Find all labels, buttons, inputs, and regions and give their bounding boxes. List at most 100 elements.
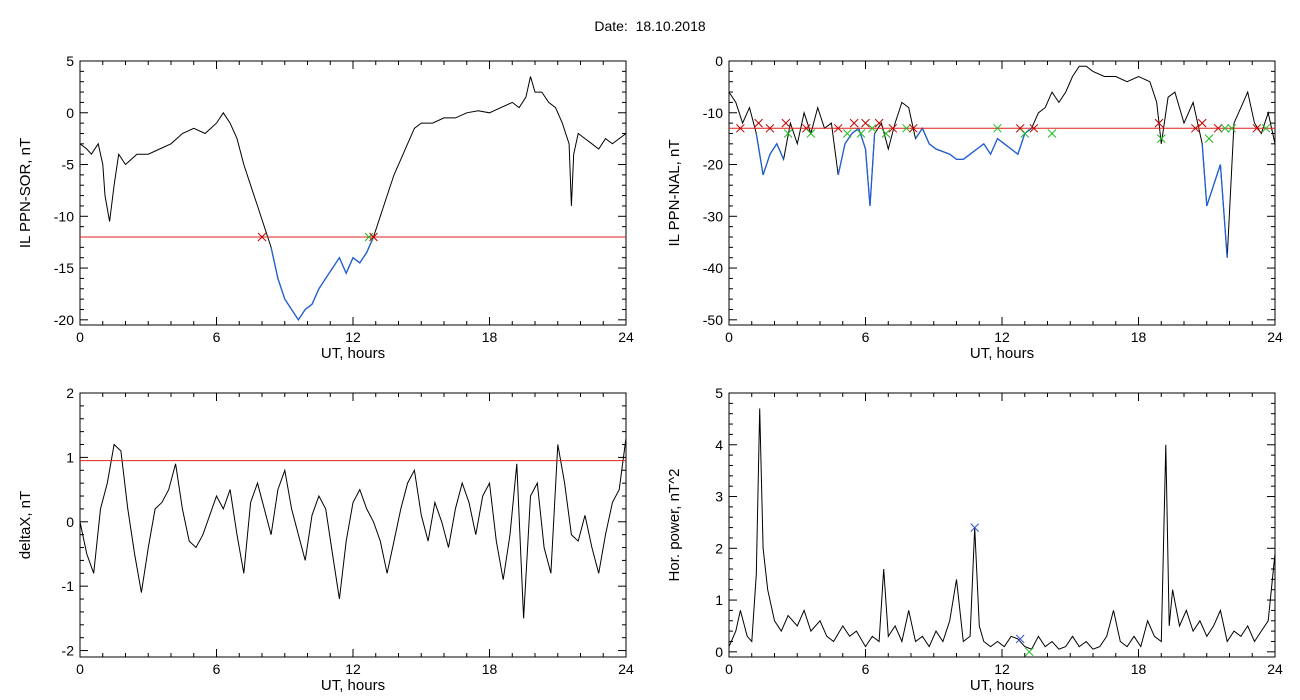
cross-stroke — [1191, 123, 1200, 133]
x-tick-label: 12 — [345, 329, 361, 345]
x-tick-label: 24 — [618, 661, 634, 677]
series-line — [729, 65, 1275, 258]
cross-marker — [888, 123, 898, 133]
y-tick-label: 5 — [66, 53, 74, 69]
cross-stroke — [783, 129, 793, 138]
plot-area — [729, 65, 1275, 258]
cross-marker — [736, 123, 745, 133]
y-axis-label: deltaX, nT — [17, 491, 34, 559]
cross-stroke — [970, 523, 980, 532]
cross-stroke — [1213, 123, 1223, 133]
cross-marker — [861, 118, 870, 128]
cross-stroke — [736, 123, 745, 133]
y-tick-label: 2 — [66, 385, 74, 401]
cross-stroke — [849, 118, 859, 128]
cross-stroke — [806, 129, 816, 138]
cross-marker — [842, 129, 852, 138]
cross-stroke — [1252, 123, 1262, 133]
cross-marker — [881, 129, 891, 138]
plot-sor: 0 6 12 18 24 5 0 -5 -10 -15 -20 UT, hours IL PPN-SOR… — [17, 53, 634, 362]
x-axis-label: UT, hours — [970, 345, 1034, 362]
cross-marker — [874, 118, 884, 128]
y-tick-label: -20 — [54, 312, 74, 328]
x-tick-label: 18 — [1131, 329, 1147, 345]
cross-marker — [849, 118, 859, 128]
cross-marker — [993, 123, 1002, 133]
cross-marker — [867, 123, 877, 133]
plot-frame — [79, 392, 627, 658]
cross-marker — [1261, 123, 1271, 133]
y-tick-label: 1 — [715, 592, 723, 608]
plot-frame — [728, 60, 1276, 326]
cross-marker — [1024, 647, 1034, 657]
cross-stroke — [861, 118, 870, 128]
date-label: Date: — [594, 18, 628, 34]
cross-marker — [1227, 123, 1237, 133]
cross-stroke — [908, 123, 918, 133]
cross-stroke — [888, 123, 898, 133]
cross-marker — [1204, 134, 1214, 144]
series-below-threshold — [1201, 143, 1228, 258]
cross-stroke — [801, 123, 811, 133]
x-tick-label: 18 — [1131, 661, 1147, 677]
series-below-threshold — [837, 127, 876, 206]
x-axis-label: UT, hours — [321, 677, 385, 694]
cross-stroke — [842, 129, 852, 138]
cross-stroke — [1020, 129, 1030, 138]
cross-stroke — [1220, 123, 1230, 133]
y-tick-label: 0 — [715, 53, 723, 69]
y-tick-label: -10 — [703, 105, 723, 121]
cross-marker — [1197, 118, 1207, 128]
x-tick-label: 6 — [862, 329, 870, 345]
series-line — [80, 76, 626, 321]
y-tick-label: -40 — [703, 260, 723, 276]
cross-stroke — [856, 129, 866, 138]
cross-marker — [908, 123, 918, 133]
x-tick-label: 24 — [1267, 661, 1283, 677]
cross-stroke — [1204, 134, 1214, 144]
y-tick-label: -5 — [62, 157, 75, 173]
series-line — [729, 408, 1275, 650]
cross-marker — [902, 123, 911, 133]
cross-stroke — [1156, 134, 1166, 144]
cross-marker — [783, 129, 793, 138]
x-tick-label: 24 — [618, 329, 634, 345]
cross-marker — [1029, 123, 1039, 133]
y-tick-label: -1 — [62, 578, 75, 594]
plot-area — [80, 438, 626, 619]
series-line — [80, 438, 626, 619]
cross-marker — [1020, 129, 1030, 138]
cross-marker — [1156, 134, 1166, 144]
cross-marker — [1047, 129, 1057, 138]
cross-marker — [856, 129, 866, 138]
plot-area — [80, 76, 626, 321]
x-tick-label: 12 — [345, 661, 361, 677]
x-tick-label: 6 — [862, 661, 870, 677]
cross-stroke — [1024, 647, 1034, 657]
y-tick-label: 1 — [66, 449, 74, 465]
plot-deltax: 0 6 12 18 24 2 1 0 -1 -2 UT, hours deltaX, nT — [17, 385, 634, 694]
cross-marker — [806, 129, 816, 138]
cross-stroke — [902, 123, 911, 133]
y-tick-label: -50 — [703, 312, 723, 328]
y-tick-label: -2 — [62, 643, 75, 659]
date-value: 18.10.2018 — [635, 18, 706, 34]
x-tick-label: 12 — [994, 661, 1010, 677]
y-tick-label: 0 — [66, 514, 74, 530]
cross-marker — [1015, 634, 1025, 644]
cross-stroke — [1261, 123, 1271, 133]
cross-stroke — [1029, 123, 1039, 133]
cross-marker — [754, 118, 763, 128]
cross-stroke — [754, 118, 763, 128]
cross-stroke — [833, 123, 843, 133]
y-axis-label: IL PPN-SOR, nT — [17, 138, 34, 248]
cross-stroke — [257, 232, 267, 242]
x-tick-label: 0 — [725, 661, 733, 677]
x-tick-label: 12 — [994, 329, 1010, 345]
cross-marker — [765, 123, 775, 133]
plot-frame — [728, 392, 1276, 658]
cross-marker — [1191, 123, 1200, 133]
cross-marker — [1252, 123, 1262, 133]
y-tick-label: -15 — [54, 260, 74, 276]
